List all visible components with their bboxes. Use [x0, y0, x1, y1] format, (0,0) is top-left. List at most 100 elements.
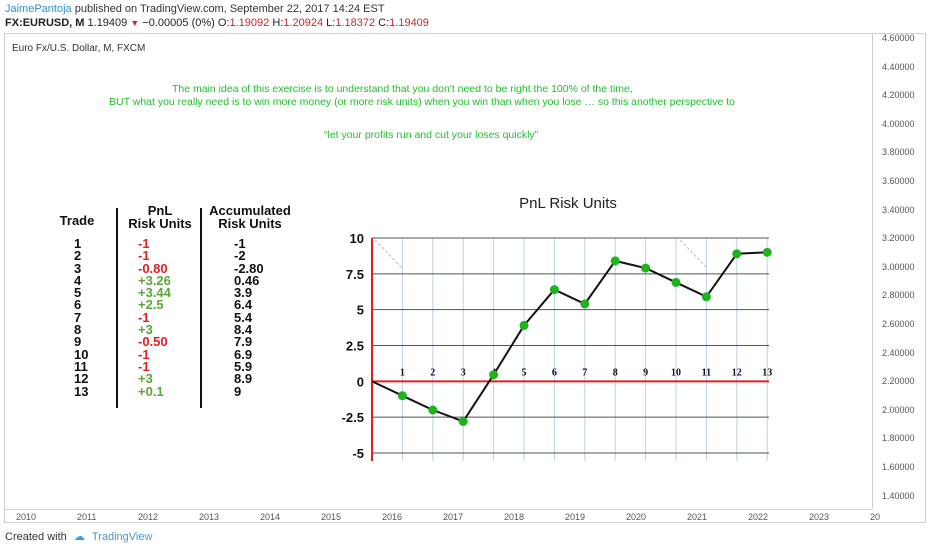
time-axis-label: 2015	[321, 512, 342, 522]
time-axis-label: 2016	[382, 512, 403, 522]
table-cell: 1	[74, 236, 82, 251]
table-cell: 8.9	[234, 371, 253, 387]
table-cell: 5.9	[234, 358, 253, 374]
message-line-2: BUT what you really need is to win more …	[109, 96, 736, 108]
table-cell: -2.80	[234, 260, 264, 276]
time-axis-label: 2017	[443, 512, 464, 522]
table-cell: 5.4	[234, 309, 253, 325]
y-tick-label: 0	[357, 374, 364, 389]
high-value: 1.20924	[283, 17, 324, 29]
pnl-point	[701, 292, 711, 302]
author-link[interactable]: JaimePantoja	[5, 3, 72, 15]
pnl-line	[371, 251, 768, 423]
price-axis-label: 3.40000	[882, 204, 915, 215]
time-axis-label: 2022	[748, 512, 769, 522]
header-accumulated-2: Risk Units	[218, 216, 282, 231]
table-cell: 8	[74, 322, 82, 338]
tradingview-cloud-icon: ☁	[73, 531, 85, 543]
pnl-chart: PnL Risk Units 107.552.50-2.5-5 12345678…	[342, 195, 772, 461]
price-axis-label: 3.60000	[882, 176, 915, 186]
x-tick-label: 2	[430, 367, 435, 378]
close-value: 1.19409	[389, 17, 429, 29]
low-value: 1.18372	[335, 17, 376, 29]
price-axis-label: 2.20000	[882, 376, 915, 387]
publish-text: published on TradingView.com, September …	[74, 3, 385, 15]
price-axis-label: 2.80000	[882, 290, 915, 301]
table-cell: 9	[74, 334, 82, 350]
table-cell: 0.46	[234, 272, 260, 288]
y-tick-label: -2.5	[342, 410, 364, 425]
pnl-point	[671, 277, 681, 287]
x-tick-label: 6	[552, 367, 557, 378]
table-cell: -1	[234, 236, 246, 251]
accumulated-column: -1 -2 -2.80 0.46 3.9 6.4 5.4 8.4 7.9 6.9 5.9 8.9 9	[234, 236, 264, 399]
price-axis-label: 4.60000	[882, 33, 915, 43]
table-cell: -0.50	[138, 334, 168, 350]
y-tick-label: 5	[357, 303, 364, 318]
table-cell: 6.9	[234, 346, 253, 362]
low-label: L:	[326, 17, 336, 29]
time-axis-label: 2023	[809, 512, 830, 522]
table-cell: -1	[138, 248, 150, 264]
table-cell: 9	[234, 383, 242, 399]
footer: Created with ☁ TradingView	[5, 530, 152, 543]
x-tick-label: 10	[671, 367, 681, 378]
table-cell: -1	[138, 236, 150, 251]
price-axis-label: 4.40000	[882, 61, 915, 72]
table-cell: -2	[234, 248, 246, 264]
table-cell: -0.80	[138, 260, 168, 276]
table-cell: 11	[74, 358, 88, 374]
pnl-point	[610, 256, 620, 266]
time-axis-label: 2011	[77, 512, 97, 522]
x-tick-label: 13	[762, 367, 772, 378]
y-tick-label: 7.5	[346, 267, 364, 282]
tradingview-link[interactable]: TradingView	[91, 531, 153, 543]
table-cell: +3	[138, 371, 153, 387]
pnl-point	[458, 416, 468, 426]
time-axis-label: 2020	[626, 512, 647, 522]
price-axis-label: 3.00000	[882, 261, 915, 272]
close-label: C:	[378, 17, 390, 29]
pnl-point	[428, 405, 438, 415]
table-divider-2	[200, 208, 202, 408]
time-axis-label: 2013	[199, 512, 220, 522]
pnl-point	[549, 285, 559, 295]
x-tick-label: 8	[613, 367, 618, 378]
header-accumulated-1: Accumulated	[209, 203, 291, 218]
price-axis-label: 4.20000	[882, 90, 915, 101]
price-axis-label: 2.00000	[882, 404, 915, 415]
dashed-drawing-line	[679, 239, 708, 269]
time-axis-label: 2019	[565, 512, 586, 522]
header-pnl-1: PnL	[147, 203, 173, 218]
table-cell: 3	[74, 260, 82, 276]
price-axis-label: 1.40000	[882, 490, 915, 501]
publish-info: JaimePantoja published on TradingView.co…	[5, 3, 385, 15]
price-axis-label: 4.00000	[882, 118, 915, 129]
ticker-change: −0.00005 (0%)	[142, 17, 215, 29]
table-cell: 4	[74, 272, 82, 288]
table-cell: 6.4	[234, 297, 253, 313]
pnl-point	[580, 299, 590, 309]
table-cell: +3.26	[138, 272, 171, 288]
price-axis-label: 2.40000	[882, 347, 915, 358]
chart-title: PnL Risk Units	[519, 195, 617, 212]
table-cell: -1	[138, 358, 150, 374]
table-cell: 7	[74, 309, 82, 325]
chart-frame[interactable]	[4, 33, 926, 523]
x-tick-label: 3	[461, 367, 466, 378]
message-line-1: The main idea of this exercise is to und…	[172, 83, 633, 95]
y-tick-label: 10	[350, 231, 364, 246]
open-label: O:	[217, 17, 230, 29]
time-axis-line	[4, 509, 872, 510]
y-tick-label: 2.5	[346, 339, 364, 354]
price-axis-label: 3.20000	[882, 233, 915, 244]
price-axis-line	[872, 33, 873, 509]
table-cell: -1	[138, 309, 150, 325]
table-cell: 6	[74, 297, 82, 313]
x-tick-label: 11	[702, 367, 711, 378]
pnl-point	[641, 263, 651, 273]
table-cell: 8.4	[234, 322, 253, 338]
table-cell: 3.9	[234, 285, 253, 301]
symbol-name: Euro Fx/U.S. Dollar, M, FXCM	[12, 43, 146, 54]
time-axis-label: 2012	[138, 512, 159, 522]
